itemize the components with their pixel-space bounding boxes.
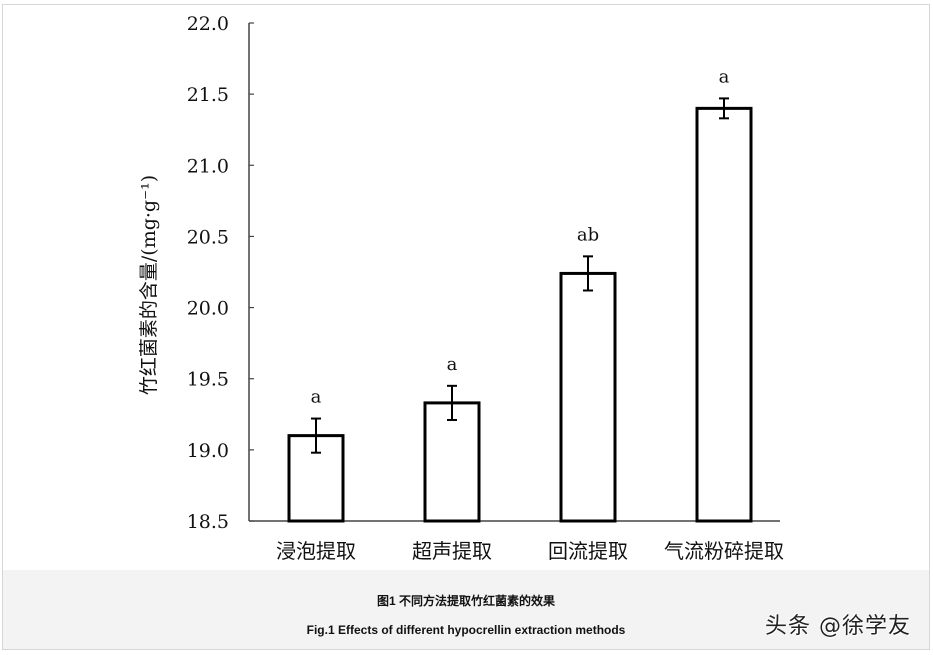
bar-group: a	[287, 387, 345, 523]
bars: a a ab a	[287, 66, 753, 523]
watermark: 头条 @徐学友	[765, 614, 911, 639]
caption-chinese: 图1 不同方法提取竹红菌素的效果	[376, 594, 555, 608]
bar	[695, 106, 753, 523]
bar-chart: 18.5 19.0 19.5 20.0 20.5 21.0 21.5 22.0 a a ab a 浸…	[138, 13, 784, 563]
y-tick-label: 18.5	[187, 511, 229, 533]
caption-english: Fig.1 Effects of different hypocrellin e…	[306, 623, 626, 637]
bar	[423, 401, 481, 523]
significance-label: a	[447, 354, 458, 375]
y-axis-label: 竹红菌素的含量/(mg·g⁻¹)	[138, 175, 160, 395]
y-tick-label: 19.0	[187, 440, 229, 462]
y-tick-label: 21.0	[187, 155, 229, 177]
significance-label: ab	[577, 224, 599, 245]
bar-group: ab	[559, 224, 617, 523]
x-tick-label: 回流提取	[548, 539, 628, 563]
bar	[559, 271, 617, 523]
y-tick-label: 20.5	[187, 226, 229, 248]
x-axis-labels: 浸泡提取 超声提取 回流提取 气流粉碎提取	[276, 539, 784, 563]
caption-area: 图1 不同方法提取竹红菌素的效果 Fig.1 Effects of differ…	[3, 570, 929, 649]
x-tick-label: 超声提取	[412, 539, 492, 563]
x-tick-label: 气流粉碎提取	[664, 539, 784, 563]
figure-frame	[2, 4, 930, 650]
bar-group: a	[423, 354, 481, 523]
bar-group: a	[695, 66, 753, 523]
y-axis: 18.5 19.0 19.5 20.0 20.5 21.0 21.5 22.0	[187, 13, 780, 533]
y-tick-label: 20.0	[187, 298, 229, 320]
y-tick-label: 19.5	[187, 369, 229, 391]
significance-label: a	[311, 387, 322, 408]
y-tick-label: 22.0	[187, 13, 229, 35]
y-tick-label: 21.5	[187, 84, 229, 106]
x-tick-label: 浸泡提取	[276, 539, 356, 563]
significance-label: a	[719, 66, 730, 87]
